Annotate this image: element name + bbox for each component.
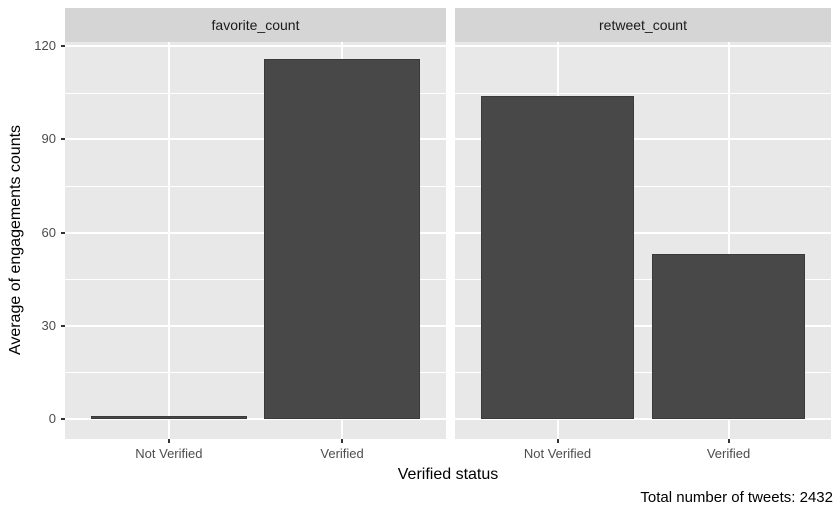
x-tick-mark bbox=[167, 439, 170, 443]
gridline-x-major bbox=[167, 42, 170, 439]
x-tick-label-not-verified: Not Verified bbox=[135, 446, 203, 461]
bar-favorite-count-not-verified bbox=[91, 415, 247, 419]
y-tick-mark bbox=[61, 418, 65, 420]
gridline-minor bbox=[455, 185, 831, 187]
gridline-major bbox=[65, 232, 446, 234]
gridline-major bbox=[65, 325, 446, 327]
gridline-major bbox=[455, 325, 831, 327]
gridline-minor bbox=[455, 92, 831, 94]
bar-retweet-count-verified bbox=[651, 254, 806, 419]
gridline-major bbox=[65, 418, 446, 420]
gridline-major bbox=[455, 45, 831, 47]
bar-favorite-count-verified bbox=[264, 58, 421, 419]
x-tick-label-verified: Verified bbox=[320, 446, 364, 461]
caption-total-tweets: Total number of tweets: 2432 bbox=[640, 489, 833, 506]
gridline-minor bbox=[65, 278, 446, 280]
y-tick-mark bbox=[61, 325, 65, 327]
gridline-minor bbox=[65, 185, 446, 187]
y-axis-title: Average of engagements counts bbox=[7, 124, 24, 356]
gridline-minor bbox=[65, 371, 446, 373]
y-tick-mark bbox=[61, 138, 65, 140]
gridline-minor bbox=[455, 278, 831, 280]
gridline-major bbox=[455, 232, 831, 234]
x-tick-mark bbox=[727, 439, 730, 443]
y-tick-label-90: 90 bbox=[41, 131, 56, 146]
y-tick-mark bbox=[61, 232, 65, 234]
y-tick-label-120: 120 bbox=[34, 38, 56, 53]
x-axis-title: Verified status bbox=[397, 466, 499, 483]
y-tick-label-60: 60 bbox=[41, 225, 56, 240]
gridline-major bbox=[455, 418, 831, 420]
gridline-x-major bbox=[727, 42, 730, 439]
y-tick-label-0: 0 bbox=[48, 411, 56, 426]
x-tick-mark bbox=[341, 439, 344, 443]
gridline-minor bbox=[65, 92, 446, 94]
gridline-major bbox=[65, 45, 446, 47]
y-tick-mark bbox=[61, 45, 65, 47]
facet-strip-retweet-count: retweet_count bbox=[455, 8, 831, 42]
x-tick-mark bbox=[556, 439, 559, 443]
facet-strip-favorite-count: favorite_count bbox=[65, 8, 446, 42]
panel-favorite-count bbox=[65, 42, 446, 439]
bar-retweet-count-not-verified bbox=[480, 95, 635, 419]
gridline-major bbox=[65, 138, 446, 140]
y-tick-label-30: 30 bbox=[41, 318, 56, 333]
gridline-minor bbox=[455, 371, 831, 373]
gridline-major bbox=[455, 138, 831, 140]
x-tick-label-not-verified: Not Verified bbox=[523, 446, 592, 461]
x-tick-label-verified: Verified bbox=[706, 446, 751, 461]
panel-retweet-count bbox=[455, 42, 831, 439]
